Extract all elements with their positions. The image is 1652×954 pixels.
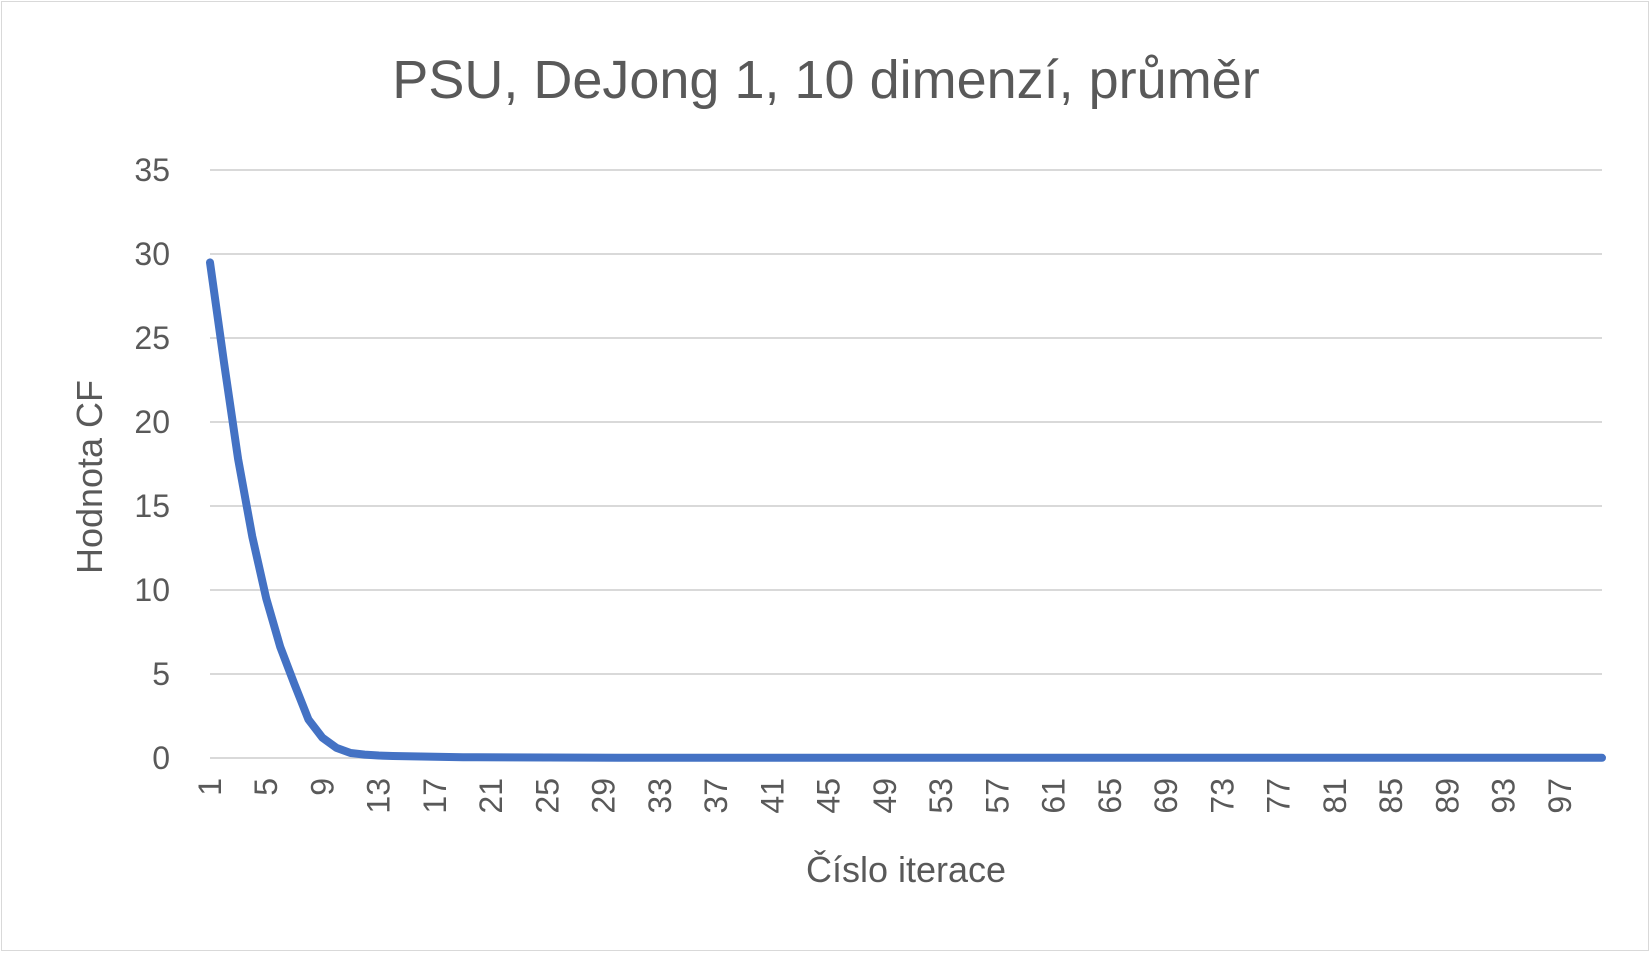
x-tick-label: 21 — [473, 778, 509, 814]
x-tick-label: 9 — [304, 778, 340, 796]
x-tick-label: 5 — [248, 778, 284, 796]
x-tick-label: 61 — [1036, 778, 1072, 814]
x-tick-label: 29 — [586, 778, 622, 814]
y-tick-label: 15 — [134, 488, 170, 524]
x-tick-label: 17 — [417, 778, 453, 814]
series-layer — [206, 258, 1606, 762]
y-tick-label: 20 — [134, 404, 170, 440]
x-tick-label: 97 — [1542, 778, 1578, 814]
y-tick-label: 5 — [152, 656, 170, 692]
x-tick-label: 1 — [192, 778, 228, 796]
x-tick-label: 73 — [1204, 778, 1240, 814]
y-axis-ticks: 0 5 10 15 20 25 30 35 — [134, 152, 170, 776]
x-tick-label: 65 — [1092, 778, 1128, 814]
x-tick-label: 53 — [923, 778, 959, 814]
x-tick-label: 41 — [754, 778, 790, 814]
x-tick-label: 57 — [979, 778, 1015, 814]
x-tick-label: 85 — [1373, 778, 1409, 814]
y-tick-label: 25 — [134, 320, 170, 356]
gridlines — [210, 169, 1602, 759]
x-axis-ticks: 1 5 9 13 17 21 25 29 33 37 41 45 49 53 57 61 65 69 73 77 81 8… — [192, 778, 1578, 814]
x-axis-title: Číslo iterace — [806, 849, 1006, 890]
y-tick-label: 0 — [152, 740, 170, 776]
y-axis-title: Hodnota CF — [69, 380, 110, 574]
x-tick-label: 89 — [1429, 778, 1465, 814]
y-tick-label: 35 — [134, 152, 170, 188]
x-tick-label: 69 — [1148, 778, 1184, 814]
x-tick-label: 37 — [698, 778, 734, 814]
x-tick-label: 25 — [529, 778, 565, 814]
x-tick-label: 49 — [867, 778, 903, 814]
chart-title: PSU, DeJong 1, 10 dimenzí, průměr — [392, 50, 1259, 110]
x-tick-label: 33 — [642, 778, 678, 814]
x-tick-label: 13 — [361, 778, 397, 814]
y-tick-label: 10 — [134, 572, 170, 608]
x-tick-label: 45 — [811, 778, 847, 814]
series-line-0 — [206, 258, 1606, 762]
y-tick-label: 30 — [134, 236, 170, 272]
x-tick-label: 81 — [1317, 778, 1353, 814]
x-tick-label: 77 — [1261, 778, 1297, 814]
x-tick-label: 93 — [1486, 778, 1522, 814]
